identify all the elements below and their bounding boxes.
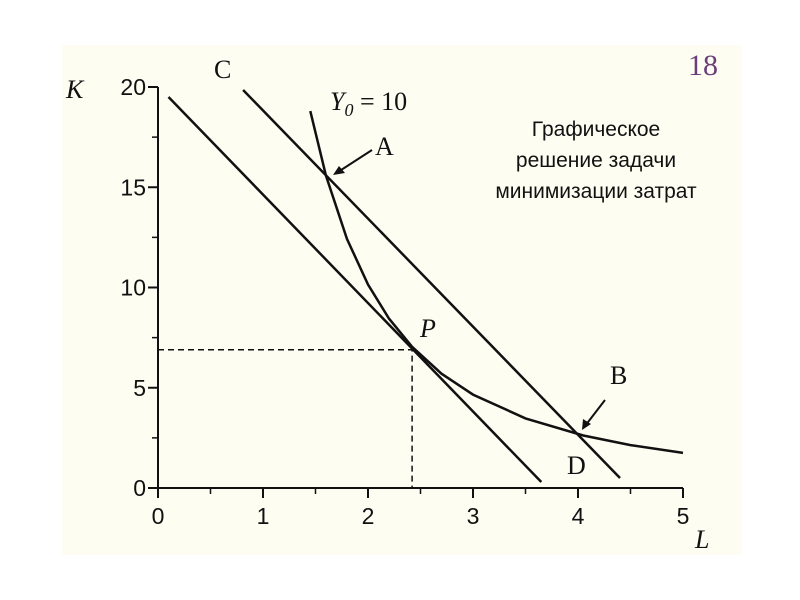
arrow-b xyxy=(584,399,606,427)
y-tick-label: 0 xyxy=(133,475,146,501)
curve xyxy=(242,89,621,479)
y-tick-label: 5 xyxy=(133,375,146,401)
point-label: D xyxy=(567,451,586,480)
y-axis-label: K xyxy=(65,75,85,104)
curve xyxy=(309,110,684,455)
page-number: 18 xyxy=(688,49,718,82)
arrow-b-head xyxy=(582,419,591,430)
x-tick-label: 5 xyxy=(677,503,690,529)
point-label: P xyxy=(419,314,436,343)
arrow-a xyxy=(337,149,373,173)
plot-background xyxy=(62,45,742,555)
x-tick-label: 3 xyxy=(467,503,480,529)
x-tick-label: 2 xyxy=(362,503,375,529)
isoquant-label-sub: 0 xyxy=(344,100,353,120)
y-tick-label: 20 xyxy=(120,74,146,100)
y-tick-label: 15 xyxy=(120,174,146,200)
title-line: решение задачи xyxy=(516,149,676,172)
point-label: B xyxy=(610,361,627,390)
x-tick-label: 1 xyxy=(257,503,270,529)
x-tick-label: 0 xyxy=(152,503,165,529)
x-tick-label: 4 xyxy=(572,503,585,529)
x-axis-label: L xyxy=(694,525,709,554)
title-line: минимизации затрат xyxy=(495,180,697,203)
isoquant-label-rest: = 10 xyxy=(353,87,407,116)
isoquant-label: Y0 = 10 xyxy=(330,87,407,120)
guide-line xyxy=(158,348,413,488)
point-label: A xyxy=(375,132,394,161)
arrow-a-head xyxy=(333,166,345,175)
curve xyxy=(167,96,543,483)
y-tick-label: 10 xyxy=(120,275,146,301)
isoquant-label-main: Y xyxy=(330,87,347,116)
point-label: C xyxy=(214,55,231,84)
title-line: Графическое xyxy=(532,118,660,141)
